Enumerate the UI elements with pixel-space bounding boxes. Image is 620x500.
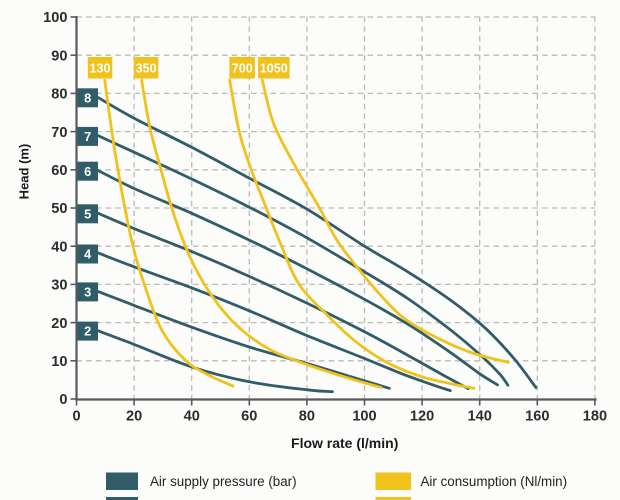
svg-text:3: 3 <box>84 285 91 300</box>
svg-text:40: 40 <box>51 239 67 255</box>
svg-text:7: 7 <box>84 129 91 144</box>
svg-text:0: 0 <box>59 392 67 408</box>
svg-text:180: 180 <box>583 409 607 425</box>
svg-text:6: 6 <box>84 164 91 179</box>
svg-text:20: 20 <box>126 409 142 425</box>
svg-text:700: 700 <box>232 62 253 76</box>
svg-text:140: 140 <box>468 409 492 425</box>
svg-text:0: 0 <box>72 409 80 425</box>
svg-text:120: 120 <box>410 409 434 425</box>
svg-text:20: 20 <box>51 316 67 332</box>
svg-text:2: 2 <box>84 324 91 339</box>
svg-text:350: 350 <box>136 62 157 76</box>
svg-text:5: 5 <box>84 206 91 221</box>
svg-text:8: 8 <box>84 90 91 105</box>
svg-text:90: 90 <box>51 48 67 64</box>
svg-text:60: 60 <box>241 409 257 425</box>
svg-text:70: 70 <box>51 125 67 141</box>
svg-text:100: 100 <box>352 409 376 425</box>
svg-text:1050: 1050 <box>260 62 288 76</box>
svg-text:Air supply pressure (bar): Air supply pressure (bar) <box>150 474 297 489</box>
svg-text:30: 30 <box>51 278 67 294</box>
svg-text:Head (m): Head (m) <box>17 144 32 200</box>
svg-text:100: 100 <box>43 10 67 26</box>
svg-text:60: 60 <box>51 163 67 179</box>
svg-text:10: 10 <box>51 354 67 370</box>
svg-text:130: 130 <box>89 62 110 76</box>
svg-text:Air consumption (Nl/min): Air consumption (Nl/min) <box>421 474 568 489</box>
svg-text:160: 160 <box>525 409 549 425</box>
svg-text:80: 80 <box>51 87 67 103</box>
svg-text:80: 80 <box>299 409 315 425</box>
svg-text:40: 40 <box>184 409 200 425</box>
svg-text:4: 4 <box>84 247 92 262</box>
svg-text:Flow rate (l/min): Flow rate (l/min) <box>291 435 398 451</box>
svg-text:50: 50 <box>51 201 67 217</box>
